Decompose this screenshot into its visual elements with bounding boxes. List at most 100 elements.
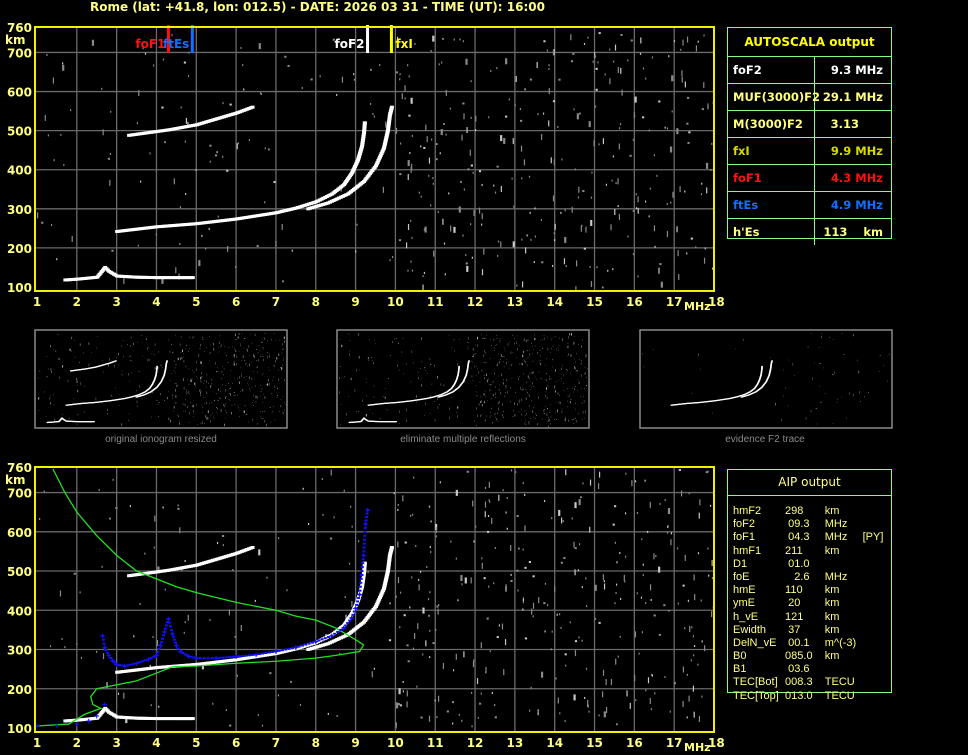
fitted-trace-point xyxy=(147,658,151,661)
noise-speck xyxy=(489,500,491,503)
noise-speck xyxy=(699,499,701,506)
noise-speck xyxy=(513,205,515,208)
noise-speck xyxy=(505,585,507,592)
noise-speck xyxy=(207,410,209,413)
noise-speck xyxy=(277,387,278,389)
noise-speck xyxy=(419,570,422,573)
noise-speck xyxy=(494,547,496,550)
noise-speck xyxy=(484,511,486,518)
trace-point xyxy=(374,164,378,168)
trace-point xyxy=(368,172,373,176)
noise-speck xyxy=(91,39,95,46)
noise-speck xyxy=(138,371,140,372)
noise-speck xyxy=(425,124,427,131)
x-tick-label: 15 xyxy=(586,295,603,309)
noise-speck xyxy=(582,189,585,192)
electron-density-profile-line xyxy=(36,468,365,727)
x-tick-label: 13 xyxy=(507,295,524,309)
noise-speck xyxy=(401,93,403,100)
noise-speck xyxy=(521,363,523,365)
trace-point xyxy=(385,129,390,133)
noise-speck xyxy=(632,138,634,141)
trace-point xyxy=(360,142,365,146)
trace-point xyxy=(358,590,363,594)
noise-speck xyxy=(209,144,212,147)
trace-point xyxy=(377,155,382,159)
trace-point xyxy=(759,377,761,379)
noise-speck xyxy=(461,719,463,722)
noise-speck xyxy=(697,40,699,43)
noise-speck xyxy=(602,669,605,676)
trace-point xyxy=(366,173,371,177)
trace-point xyxy=(383,581,388,585)
noise-speck xyxy=(399,173,402,176)
trace-point xyxy=(360,144,365,148)
trace-point xyxy=(385,571,390,575)
aip-unit xyxy=(825,558,863,571)
trace-point xyxy=(154,376,157,378)
noise-speck xyxy=(459,38,461,41)
x-tick-label: 16 xyxy=(626,295,643,309)
noise-speck xyxy=(474,366,475,368)
noise-speck xyxy=(660,281,663,288)
noise-speck xyxy=(177,357,179,361)
noise-speck xyxy=(640,37,642,44)
fitted-trace-point xyxy=(271,651,275,654)
noise-speck xyxy=(594,617,597,620)
noise-speck xyxy=(524,637,528,640)
trace-point xyxy=(369,611,374,615)
noise-speck xyxy=(239,381,240,384)
trace-point xyxy=(455,379,458,381)
aip-unit: TECU xyxy=(824,689,855,702)
fitted-trace-point xyxy=(158,644,162,647)
trace-point xyxy=(387,555,392,559)
noise-speck xyxy=(508,98,510,101)
noise-speck xyxy=(277,694,280,697)
noise-speck xyxy=(201,663,205,670)
noise-speck xyxy=(481,562,483,569)
noise-speck xyxy=(574,386,576,388)
fitted-trace-point: + xyxy=(34,722,40,732)
aip-label: hmF2 xyxy=(733,505,762,517)
noise-speck xyxy=(698,512,700,519)
noise-speck xyxy=(658,267,660,274)
noise-speck xyxy=(538,597,540,604)
noise-speck xyxy=(615,583,618,586)
noise-speck xyxy=(605,706,608,713)
noise-speck xyxy=(138,90,140,97)
noise-speck xyxy=(229,388,231,389)
trace-point xyxy=(362,571,367,575)
aip-unit xyxy=(825,663,863,676)
trace-point xyxy=(457,370,460,372)
noise-speck xyxy=(175,395,177,398)
noise-speck xyxy=(121,374,123,376)
noise-speck xyxy=(367,357,369,360)
noise-speck xyxy=(614,44,617,51)
noise-speck xyxy=(625,555,627,558)
noise-speck xyxy=(183,61,187,64)
trace-point xyxy=(368,612,373,616)
aip-value: 008.3 xyxy=(785,676,813,689)
noise-speck xyxy=(694,594,696,601)
noise-speck xyxy=(213,399,215,401)
noise-speck xyxy=(262,417,264,419)
noise-speck xyxy=(556,613,558,616)
noise-speck xyxy=(612,60,615,63)
noise-speck xyxy=(407,174,409,181)
noise-speck xyxy=(433,250,435,257)
noise-speck xyxy=(558,613,561,616)
noise-speck xyxy=(475,424,477,426)
noise-speck xyxy=(676,226,678,233)
trace-point xyxy=(163,373,166,375)
noise-speck xyxy=(688,695,690,702)
fitted-trace-point xyxy=(320,638,324,641)
thumbnail-caption-eliminate: eliminate multiple reflections xyxy=(400,434,526,445)
noise-speck xyxy=(636,592,638,595)
trace-point xyxy=(766,379,768,381)
noise-speck xyxy=(222,102,224,105)
noise-speck xyxy=(144,52,147,55)
noise-speck xyxy=(531,608,533,615)
trace-point xyxy=(457,373,459,375)
noise-speck xyxy=(649,187,651,190)
noise-speck xyxy=(479,400,481,404)
